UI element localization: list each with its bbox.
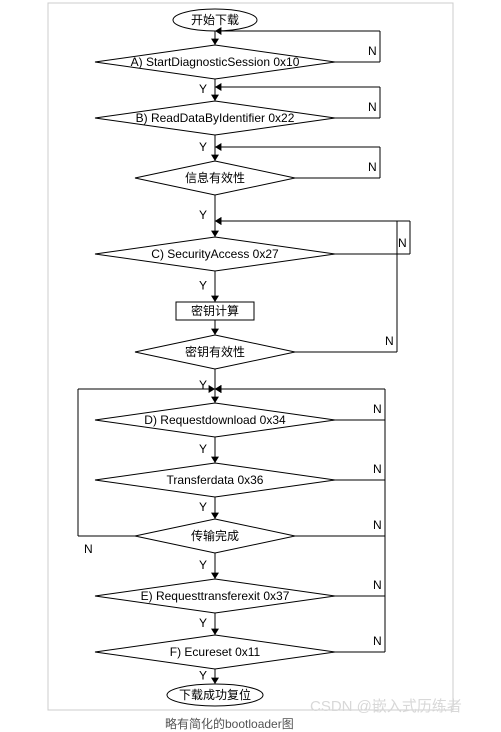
svg-text:N: N bbox=[373, 634, 382, 648]
svg-text:传输完成: 传输完成 bbox=[191, 528, 239, 543]
svg-text:Y: Y bbox=[199, 82, 207, 96]
svg-text:N: N bbox=[385, 334, 394, 348]
svg-text:B) ReadDataByIdentifier 0x22: B) ReadDataByIdentifier 0x22 bbox=[136, 111, 295, 125]
svg-text:N: N bbox=[398, 236, 407, 250]
flowchart-svg: 开始下载下载成功复位密钥计算 A) StartDiagnosticSession … bbox=[0, 0, 501, 732]
svg-text:N: N bbox=[84, 542, 93, 556]
svg-text:N: N bbox=[373, 402, 382, 416]
svg-text:信息有效性: 信息有效性 bbox=[185, 170, 245, 185]
svg-text:D) Requestdownload 0x34: D) Requestdownload 0x34 bbox=[144, 413, 286, 427]
svg-text:Y: Y bbox=[199, 558, 207, 572]
svg-text:Y: Y bbox=[199, 669, 207, 683]
svg-text:Y: Y bbox=[199, 442, 207, 456]
svg-text:N: N bbox=[368, 100, 377, 114]
svg-text:N: N bbox=[373, 578, 382, 592]
svg-text:Y: Y bbox=[199, 279, 207, 293]
svg-text:密钥计算: 密钥计算 bbox=[191, 303, 239, 318]
svg-text:A) StartDiagnosticSession 0x10: A) StartDiagnosticSession 0x10 bbox=[131, 55, 300, 69]
svg-text:Y: Y bbox=[199, 140, 207, 154]
svg-text:N: N bbox=[373, 462, 382, 476]
svg-text:下载成功复位: 下载成功复位 bbox=[179, 687, 251, 702]
svg-text:Y: Y bbox=[199, 378, 207, 392]
caption: 略有简化的bootloader图 bbox=[165, 715, 294, 732]
svg-text:Transferdata 0x36: Transferdata 0x36 bbox=[167, 473, 264, 487]
svg-text:F) Ecureset 0x11: F) Ecureset 0x11 bbox=[170, 645, 261, 659]
svg-text:C) SecurityAccess 0x27: C) SecurityAccess 0x27 bbox=[151, 247, 279, 261]
svg-text:N: N bbox=[368, 44, 377, 58]
svg-text:E) Requesttransferexit 0x37: E) Requesttransferexit 0x37 bbox=[141, 589, 290, 603]
svg-text:Y: Y bbox=[199, 208, 207, 222]
svg-text:N: N bbox=[368, 160, 377, 174]
svg-text:N: N bbox=[373, 518, 382, 532]
svg-text:开始下载: 开始下载 bbox=[191, 13, 239, 27]
svg-text:Y: Y bbox=[199, 500, 207, 514]
svg-text:密钥有效性: 密钥有效性 bbox=[185, 344, 245, 359]
svg-text:Y: Y bbox=[199, 616, 207, 630]
